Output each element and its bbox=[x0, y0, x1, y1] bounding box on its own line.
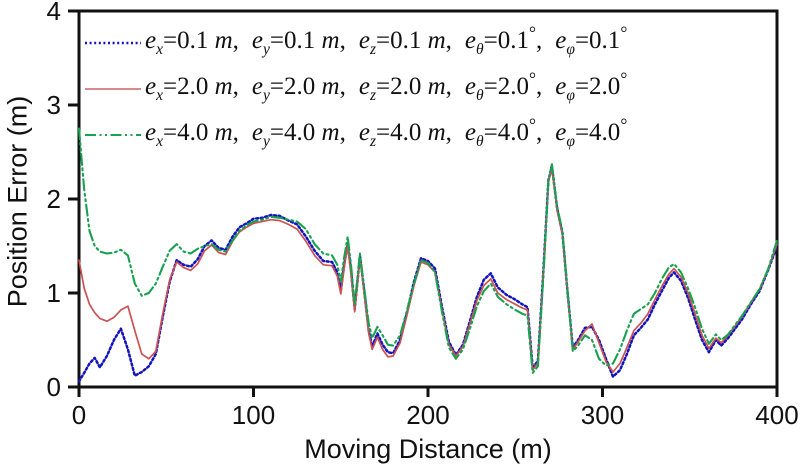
legend-label: ex=2.0 m, ey=2.0 m, ez=2.0 m, eθ=2.0°, eφ=2.… bbox=[145, 68, 628, 104]
x-tick-label: 200 bbox=[406, 400, 449, 430]
y-axis-title: Position Error (m) bbox=[2, 95, 33, 308]
legend-label: ex=4.0 m, ey=4.0 m, ez=4.0 m, eθ=4.0°, eφ=4.… bbox=[145, 114, 628, 150]
y-tick-label: 0 bbox=[47, 372, 61, 402]
y-tick-label: 4 bbox=[47, 0, 61, 26]
x-tick-label: 0 bbox=[72, 400, 86, 430]
y-tick-label: 2 bbox=[47, 184, 61, 214]
x-tick-label: 100 bbox=[232, 400, 275, 430]
y-tick-label: 1 bbox=[47, 278, 61, 308]
y-tick-label: 3 bbox=[47, 90, 61, 120]
legend-line-sample bbox=[85, 41, 141, 45]
legend-line-sample bbox=[85, 133, 141, 137]
series-line-1 bbox=[78, 167, 778, 373]
legend-line-sample bbox=[85, 88, 141, 90]
x-axis-title: Moving Distance (m) bbox=[304, 434, 552, 464]
legend: ex=0.1 m, ey=0.1 m, ez=0.1 m, eθ=0.1°, eφ=0.… bbox=[84, 20, 627, 158]
legend-item-0: ex=0.1 m, ey=0.1 m, ez=0.1 m, eθ=0.1°, eφ=0.… bbox=[84, 20, 627, 66]
series-line-2 bbox=[77, 127, 779, 374]
legend-label: ex=0.1 m, ey=0.1 m, ez=0.1 m, eθ=0.1°, eφ=0.… bbox=[145, 22, 628, 58]
legend-item-2: ex=4.0 m, ey=4.0 m, ez=4.0 m, eθ=4.0°, eφ=4.… bbox=[84, 112, 627, 158]
series-line-0 bbox=[77, 164, 779, 383]
legend-item-1: ex=2.0 m, ey=2.0 m, ez=2.0 m, eθ=2.0°, eφ=2.… bbox=[84, 66, 627, 112]
x-tick-label: 300 bbox=[581, 400, 624, 430]
x-tick-label: 400 bbox=[755, 400, 798, 430]
